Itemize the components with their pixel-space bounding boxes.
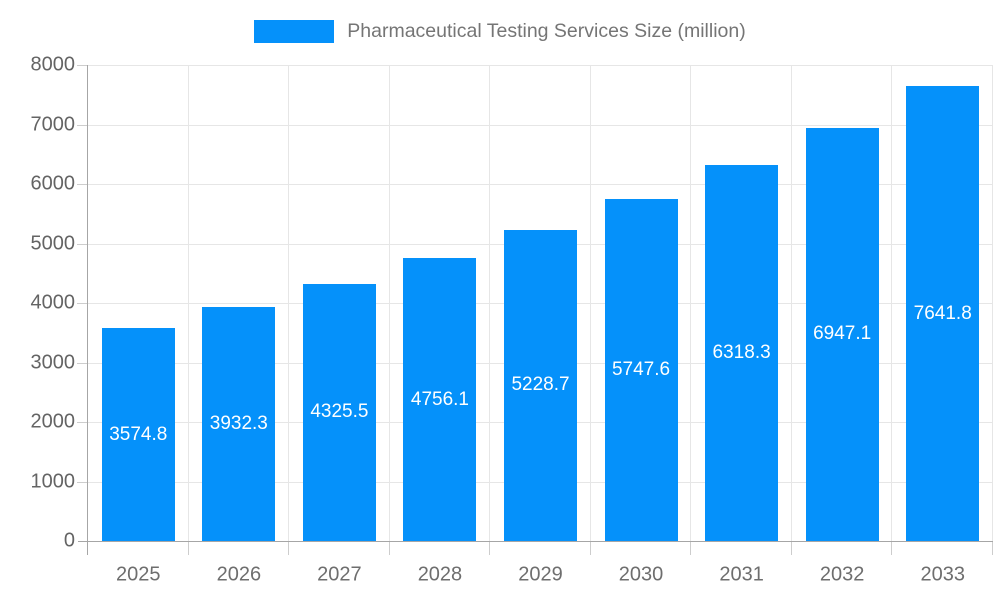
x-axis-tick xyxy=(489,542,491,555)
bar-2027: 4325.5 xyxy=(302,283,376,541)
x-axis-tick xyxy=(388,542,390,555)
y-axis-label: 0 xyxy=(63,529,75,552)
x-axis-tick xyxy=(690,542,692,555)
legend-swatch xyxy=(254,20,335,43)
x-axis-tick xyxy=(589,542,591,555)
legend[interactable]: Pharmaceutical Testing Services Size (mi… xyxy=(0,20,1000,43)
x-axis-label: 2030 xyxy=(618,563,664,586)
bar-2025: 3574.8 xyxy=(101,328,175,541)
y-axis-tick xyxy=(77,303,87,304)
bar-2033: 7641.8 xyxy=(906,86,980,541)
x-axis-tick xyxy=(288,542,290,555)
bar-value-label: 3932.3 xyxy=(209,413,268,435)
gridline-vertical xyxy=(388,65,390,541)
bar-value-label: 3574.8 xyxy=(109,423,168,445)
x-axis-label: 2032 xyxy=(819,563,865,586)
y-axis-label: 2000 xyxy=(30,410,76,433)
y-axis-label: 3000 xyxy=(30,351,76,373)
gridline-vertical xyxy=(992,65,993,541)
y-axis-tick xyxy=(77,422,87,423)
gridline-horizontal xyxy=(88,184,993,185)
y-axis-label: 4000 xyxy=(30,291,76,314)
x-axis-label: 2027 xyxy=(317,563,362,586)
legend-label: Pharmaceutical Testing Services Size (mi… xyxy=(347,20,746,42)
y-axis-tick xyxy=(77,124,87,126)
y-axis-label: 8000 xyxy=(30,53,76,76)
x-axis-line xyxy=(78,541,993,542)
y-axis-tick xyxy=(77,362,87,364)
y-axis-label: 6000 xyxy=(30,172,76,195)
y-axis-label: 1000 xyxy=(30,470,76,492)
bar-value-label: 6947.1 xyxy=(813,323,872,345)
gridline-horizontal xyxy=(88,124,993,126)
x-axis-label: 2026 xyxy=(216,563,262,586)
x-axis-label: 2033 xyxy=(920,563,965,586)
y-axis-tick xyxy=(77,65,87,66)
bar-2026: 3932.3 xyxy=(202,307,276,541)
bar-value-label: 7641.8 xyxy=(913,302,972,324)
y-axis-tick xyxy=(77,184,87,185)
x-axis-tick xyxy=(187,542,189,555)
x-axis-tick xyxy=(891,542,893,555)
bar-value-label: 4325.5 xyxy=(310,401,369,423)
y-axis-tick xyxy=(77,243,87,245)
bar-2032: 6947.1 xyxy=(805,127,879,541)
bar-value-label: 5747.6 xyxy=(611,359,671,381)
bar-2029: 5228.7 xyxy=(504,229,577,541)
bar-2031: 6318.3 xyxy=(705,165,779,541)
x-axis-label: 2029 xyxy=(518,563,563,586)
gridline-vertical xyxy=(589,65,591,541)
bar-2028: 4756.1 xyxy=(403,258,477,541)
gridline-vertical xyxy=(288,65,290,541)
x-axis-label: 2025 xyxy=(116,563,161,586)
x-axis-tick xyxy=(790,542,792,555)
y-axis-line xyxy=(87,65,88,555)
x-axis-label: 2028 xyxy=(417,563,463,586)
y-axis-tick xyxy=(77,481,87,483)
gridline-vertical xyxy=(690,65,692,541)
bar-value-label: 5228.7 xyxy=(511,374,570,396)
y-axis-label: 7000 xyxy=(30,113,76,135)
gridline-vertical xyxy=(790,65,792,541)
y-axis-label: 5000 xyxy=(30,232,76,254)
gridline-horizontal xyxy=(88,65,993,66)
bar-value-label: 4756.1 xyxy=(410,388,469,410)
x-axis-tick xyxy=(992,542,993,555)
bar-2030: 5747.6 xyxy=(604,199,678,541)
gridline-vertical xyxy=(187,65,189,541)
gridline-vertical xyxy=(891,65,893,541)
gridline-vertical xyxy=(489,65,491,541)
bar-value-label: 6318.3 xyxy=(712,342,771,364)
plot-area: 3574.8 3932.3 4325.5 4756.1 5228.7 5747.6 6318… xyxy=(77,65,993,555)
x-axis-label: 2031 xyxy=(719,563,764,586)
